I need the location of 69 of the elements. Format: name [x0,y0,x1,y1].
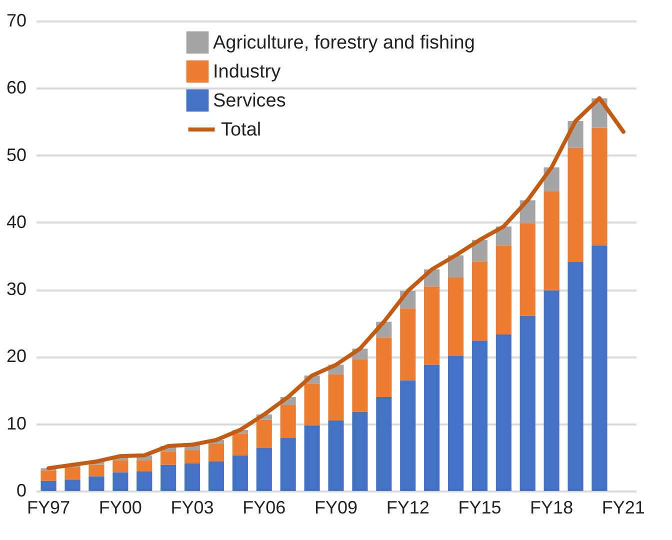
bar [160,464,176,491]
bar [256,448,272,491]
bar [352,412,368,491]
bar [88,476,104,491]
bar [280,438,296,491]
bar [160,451,176,465]
bar [64,480,80,491]
bar [112,460,128,472]
bar [40,480,56,491]
x-tick-label: FY03 [170,498,214,518]
bar [568,262,584,491]
bar [400,308,416,380]
bar [520,316,536,491]
bar [472,261,488,341]
x-tick-label: FY15 [458,498,502,518]
bar [208,461,224,491]
bar [208,444,224,462]
bar [424,364,440,491]
bar [496,245,512,335]
bar [376,397,392,491]
bar [472,340,488,491]
bar [424,286,440,365]
bar [88,464,104,476]
x-tick-label: FY21 [602,498,645,518]
bar [280,405,296,438]
bar [64,468,80,480]
bar [376,337,392,397]
y-tick-label: 20 [6,346,26,366]
y-tick-label: 30 [6,279,26,300]
x-tick-label: FY09 [314,498,358,518]
bar [232,455,248,491]
bar [304,425,320,491]
y-tick-label: 10 [6,413,26,434]
legend-label: Total [221,120,262,140]
bar [232,433,248,456]
bar [40,470,56,481]
bar [448,277,464,356]
legend-label: Agriculture, forestry and fishing [213,32,475,54]
bar [592,128,608,246]
bar [352,359,368,412]
legend-label: Services [213,90,286,112]
bar [328,420,344,491]
y-tick-label: 50 [6,144,26,165]
bar [184,450,200,464]
y-tick-label: 40 [6,212,26,232]
bar [448,356,464,491]
bar [136,460,152,472]
bar [136,472,152,491]
x-tick-label: FY00 [98,498,142,518]
bar [592,245,608,491]
y-tick-label: 70 [6,10,26,30]
bar [400,380,416,491]
bar [568,148,584,262]
bar [256,420,272,448]
bar [496,334,512,491]
legend-label: Industry [213,62,282,82]
y-tick-label: 0 [16,480,26,500]
bar [544,290,560,491]
bar [544,192,560,290]
bar [304,384,320,426]
x-tick-label: FY12 [386,498,430,518]
x-tick-label: FY97 [27,498,70,518]
x-tick-label: FY18 [530,498,574,518]
bar [520,223,536,316]
x-tick-label: FY06 [242,498,286,518]
bar [328,374,344,420]
bar [184,463,200,491]
y-tick-label: 60 [6,78,26,98]
bar [112,472,128,491]
